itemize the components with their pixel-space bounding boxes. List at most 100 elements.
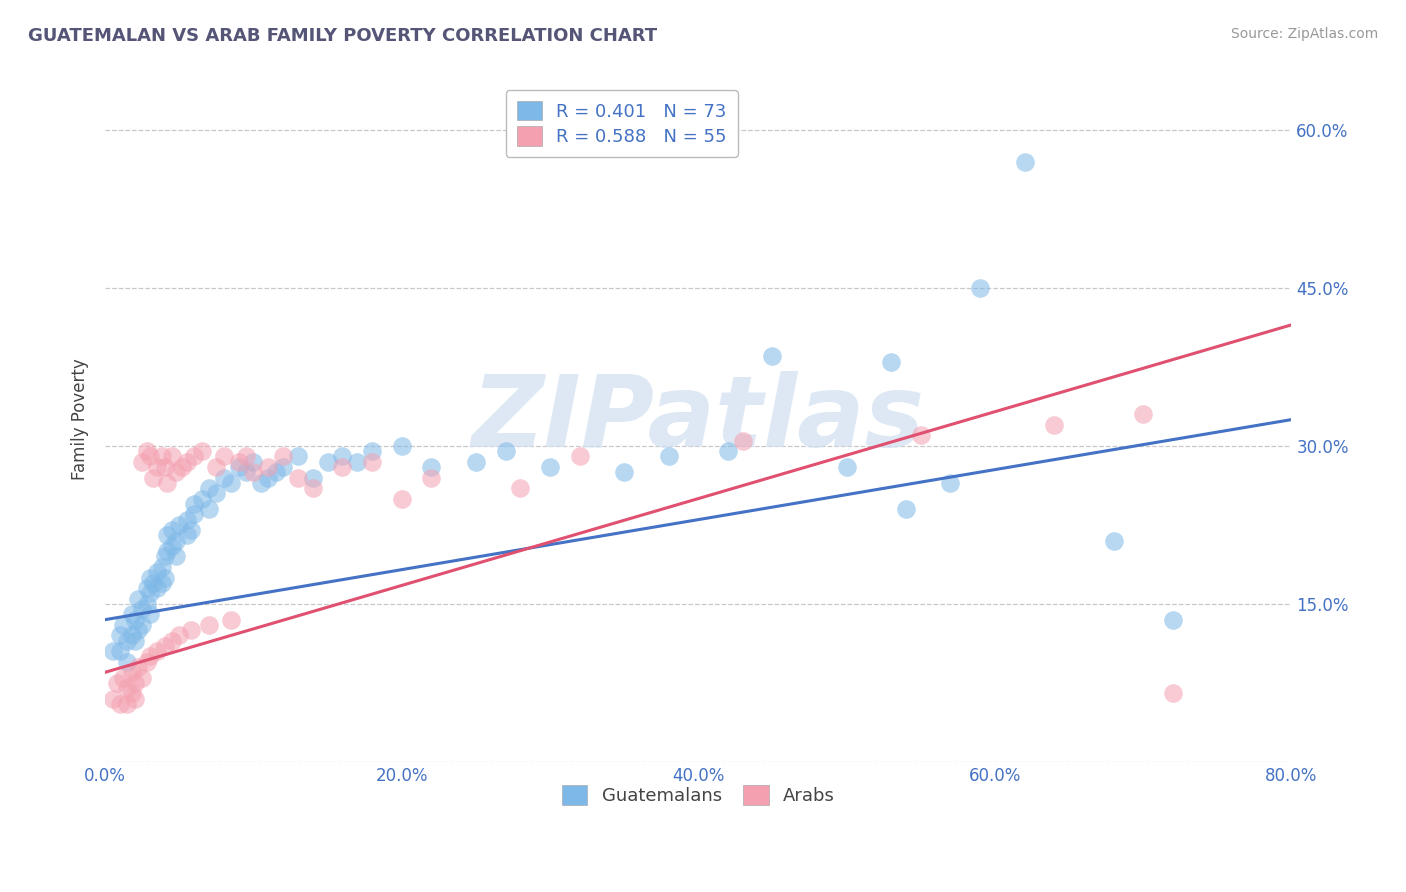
- Point: [124, 633, 146, 648]
- Point: [135, 444, 157, 458]
- Point: [124, 691, 146, 706]
- Point: [271, 460, 294, 475]
- Point: [1161, 686, 1184, 700]
- Point: [135, 655, 157, 669]
- Point: [391, 491, 413, 506]
- Point: [287, 450, 309, 464]
- Point: [153, 570, 176, 584]
- Point: [131, 602, 153, 616]
- Point: [121, 607, 143, 622]
- Point: [180, 523, 202, 537]
- Point: [271, 450, 294, 464]
- Point: [910, 428, 932, 442]
- Point: [117, 655, 139, 669]
- Point: [1014, 154, 1036, 169]
- Point: [880, 354, 903, 368]
- Point: [127, 591, 149, 606]
- Point: [939, 475, 962, 490]
- Point: [228, 455, 250, 469]
- Point: [190, 491, 212, 506]
- Text: ZIPatlas: ZIPatlas: [472, 371, 925, 468]
- Point: [172, 460, 194, 475]
- Point: [1102, 533, 1125, 548]
- Point: [361, 455, 384, 469]
- Point: [761, 350, 783, 364]
- Point: [117, 681, 139, 695]
- Point: [332, 450, 354, 464]
- Point: [156, 528, 179, 542]
- Point: [613, 465, 636, 479]
- Point: [124, 675, 146, 690]
- Point: [153, 549, 176, 564]
- Point: [346, 455, 368, 469]
- Point: [568, 450, 591, 464]
- Text: GUATEMALAN VS ARAB FAMILY POVERTY CORRELATION CHART: GUATEMALAN VS ARAB FAMILY POVERTY CORREL…: [28, 27, 657, 45]
- Point: [190, 444, 212, 458]
- Point: [176, 528, 198, 542]
- Legend: Guatemalans, Arabs: Guatemalans, Arabs: [553, 776, 844, 814]
- Point: [658, 450, 681, 464]
- Point: [117, 633, 139, 648]
- Point: [131, 618, 153, 632]
- Point: [150, 450, 173, 464]
- Point: [111, 671, 134, 685]
- Point: [198, 502, 221, 516]
- Point: [316, 455, 339, 469]
- Text: Source: ZipAtlas.com: Source: ZipAtlas.com: [1230, 27, 1378, 41]
- Point: [142, 575, 165, 590]
- Point: [464, 455, 486, 469]
- Point: [264, 465, 287, 479]
- Point: [1043, 417, 1066, 432]
- Point: [131, 455, 153, 469]
- Point: [301, 470, 323, 484]
- Point: [205, 486, 228, 500]
- Point: [101, 644, 124, 658]
- Point: [969, 281, 991, 295]
- Point: [169, 517, 191, 532]
- Point: [219, 613, 242, 627]
- Point: [142, 470, 165, 484]
- Point: [183, 497, 205, 511]
- Point: [121, 628, 143, 642]
- Point: [257, 460, 280, 475]
- Y-axis label: Family Poverty: Family Poverty: [72, 359, 89, 481]
- Point: [198, 618, 221, 632]
- Point: [420, 460, 443, 475]
- Point: [228, 460, 250, 475]
- Point: [835, 460, 858, 475]
- Point: [153, 460, 176, 475]
- Point: [101, 691, 124, 706]
- Point: [146, 581, 169, 595]
- Point: [538, 460, 561, 475]
- Point: [235, 450, 257, 464]
- Point: [131, 671, 153, 685]
- Point: [361, 444, 384, 458]
- Point: [301, 481, 323, 495]
- Point: [117, 697, 139, 711]
- Point: [160, 539, 183, 553]
- Point: [150, 575, 173, 590]
- Point: [127, 660, 149, 674]
- Point: [121, 686, 143, 700]
- Point: [138, 607, 160, 622]
- Point: [105, 675, 128, 690]
- Point: [108, 644, 131, 658]
- Point: [212, 470, 235, 484]
- Point: [156, 544, 179, 558]
- Point: [160, 523, 183, 537]
- Point: [160, 633, 183, 648]
- Point: [108, 697, 131, 711]
- Point: [165, 533, 187, 548]
- Point: [150, 560, 173, 574]
- Point: [391, 439, 413, 453]
- Point: [156, 475, 179, 490]
- Point: [135, 581, 157, 595]
- Point: [495, 444, 517, 458]
- Point: [138, 450, 160, 464]
- Point: [165, 549, 187, 564]
- Point: [127, 623, 149, 637]
- Point: [121, 665, 143, 680]
- Point: [111, 618, 134, 632]
- Point: [509, 481, 531, 495]
- Point: [180, 623, 202, 637]
